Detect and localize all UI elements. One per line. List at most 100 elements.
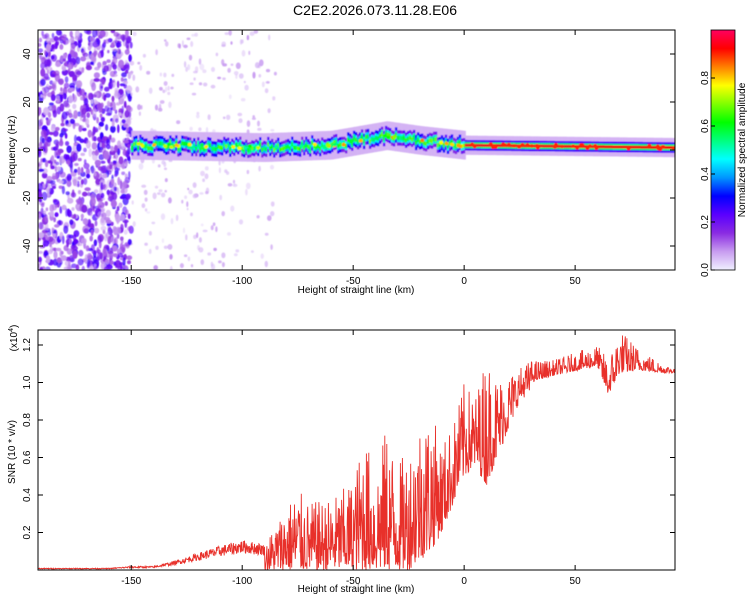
heatmap-cell <box>376 136 380 141</box>
heatmap-cell <box>520 143 525 147</box>
heatmap-cell <box>94 227 100 234</box>
heatmap-cell <box>258 74 262 78</box>
heatmap-cell <box>98 146 104 151</box>
heatmap-cell <box>358 139 363 143</box>
heatmap-cell <box>337 143 340 148</box>
heatmap-cell <box>144 242 148 246</box>
heatmap-cell <box>89 235 93 242</box>
heatmap-cell <box>273 71 277 76</box>
heatmap-cell <box>110 42 115 48</box>
heatmap-cell <box>161 141 164 146</box>
heatmap-cell <box>110 221 114 226</box>
heatmap-cell <box>68 62 72 72</box>
heatmap-cell <box>125 30 129 38</box>
heatmap-cell <box>104 93 111 98</box>
heatmap-cell <box>170 86 174 90</box>
heatmap-cell <box>163 72 167 78</box>
heatmap-cell <box>110 30 116 34</box>
heatmap-cell <box>100 182 104 191</box>
heatmap-cell <box>127 239 132 246</box>
heatmap-cell <box>588 144 592 148</box>
heatmap-cell <box>39 266 43 270</box>
heatmap-cell <box>564 144 568 148</box>
heatmap-cell <box>42 236 46 241</box>
heatmap-cell <box>85 168 90 175</box>
heatmap-cell <box>65 160 71 165</box>
heatmap-cell <box>267 215 272 222</box>
heatmap-cell <box>74 35 81 41</box>
heatmap-cell <box>295 145 298 150</box>
heatmap-cell <box>450 139 454 145</box>
heatmap-cell <box>230 41 233 45</box>
heatmap-cell <box>126 37 131 44</box>
heatmap-cell <box>151 146 154 151</box>
heatmap-cell <box>61 66 67 71</box>
heatmap-cell <box>120 214 126 221</box>
heatmap-cell <box>77 166 81 176</box>
heatmap-cell <box>552 145 557 149</box>
heatmap-cell <box>41 191 48 201</box>
heatmap-cell <box>115 118 119 123</box>
heatmap-cell <box>96 247 100 254</box>
heatmap-cell <box>438 142 442 147</box>
heatmap-cell <box>235 62 241 70</box>
heatmap-cell <box>112 245 118 252</box>
heatmap-cell <box>40 129 47 138</box>
heatmap-cell <box>111 95 115 102</box>
snr-multiplier-exponent: 4 <box>8 328 15 332</box>
heatmap-cell <box>488 142 493 146</box>
heatmap-cell <box>38 147 41 156</box>
heatmap-cell <box>38 37 43 43</box>
heatmap-cell <box>69 30 73 38</box>
heatmap-cell <box>218 167 221 174</box>
heatmap-cell <box>356 139 360 144</box>
heatmap-cell <box>72 250 78 259</box>
heatmap-cell <box>228 30 232 36</box>
heatmap-cell <box>612 145 615 149</box>
heatmap-cell <box>658 147 663 151</box>
heatmap-cell <box>67 197 74 204</box>
heatmap-cell <box>157 164 161 168</box>
heatmap-cell <box>101 79 106 85</box>
y-tick-label: 20 <box>22 96 33 108</box>
heatmap-cell <box>211 67 215 72</box>
heatmap-cell <box>114 109 118 115</box>
heatmap-cell <box>49 211 55 217</box>
heatmap-cell <box>89 266 94 270</box>
heatmap-cell <box>644 145 647 149</box>
x-tick-label: -150 <box>121 576 141 587</box>
heatmap-cell <box>578 145 582 148</box>
heatmap-cell <box>56 106 61 115</box>
heatmap-cell <box>253 30 259 34</box>
heatmap-cell <box>224 169 228 174</box>
heatmap-cell <box>198 127 202 132</box>
heatmap-cell <box>157 192 161 195</box>
heatmap-cell <box>92 103 96 111</box>
heatmap-cell <box>439 140 444 145</box>
heatmap-cell <box>103 266 109 270</box>
heatmap-cell <box>60 87 63 92</box>
y-tick-label: 1.2 <box>22 338 33 352</box>
heatmap-cell <box>78 125 83 133</box>
heatmap-cell <box>257 127 262 131</box>
heatmap-cell <box>73 168 78 173</box>
heatmap-cell <box>311 140 314 146</box>
heatmap-cell <box>76 80 83 88</box>
heatmap-cell <box>48 105 52 110</box>
heatmap-cell <box>163 144 168 148</box>
heatmap-cell <box>230 205 235 212</box>
heatmap-cell <box>119 262 123 270</box>
heatmap-cell <box>72 152 78 161</box>
heatmap-cell <box>486 144 490 147</box>
heatmap-cell <box>118 202 123 208</box>
heatmap-cell <box>111 48 118 52</box>
heatmap-cell <box>542 144 546 148</box>
heatmap-cell <box>112 104 116 112</box>
heatmap-cell <box>76 143 82 152</box>
heatmap-cell <box>281 146 284 152</box>
heatmap-cell <box>51 44 55 50</box>
heatmap-cell <box>63 153 68 160</box>
heatmap-cell <box>59 55 64 63</box>
heatmap-cell <box>93 78 100 82</box>
heatmap-cell <box>73 122 80 127</box>
